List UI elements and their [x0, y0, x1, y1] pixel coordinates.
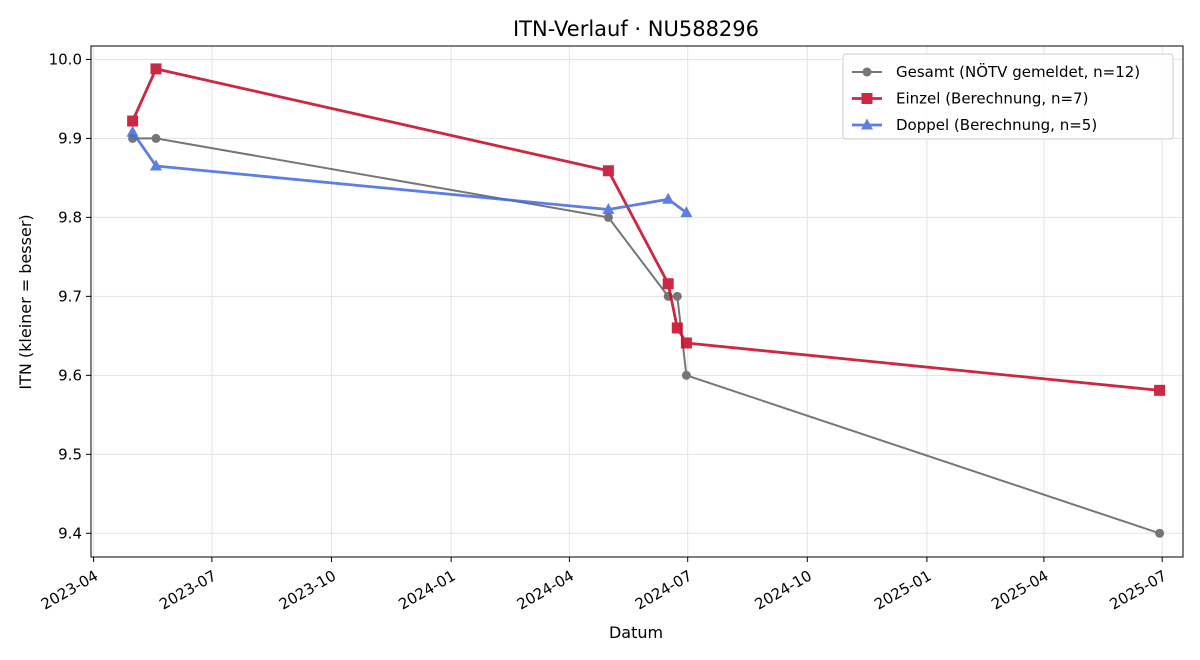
data-point-gesamt: [603, 212, 613, 222]
data-point-einzel: [150, 63, 162, 75]
data-point-einzel: [662, 278, 674, 290]
data-point-gesamt: [672, 291, 682, 301]
data-point-gesamt: [151, 133, 161, 143]
data-point-einzel: [127, 115, 139, 127]
data-point-einzel: [671, 322, 683, 334]
legend-entry-einzel: [852, 93, 882, 104]
data-point-einzel: [1154, 384, 1166, 396]
x-axis-title: Datum: [609, 623, 663, 642]
data-point-gesamt: [1155, 528, 1165, 538]
legend-entry-doppel: [852, 118, 882, 130]
y-tick-label: 9.6: [58, 366, 82, 384]
legend-marker-doppel: [861, 118, 873, 130]
y-tick-label: 9.4: [58, 524, 82, 542]
legend: Gesamt (NÖTV gemeldet, n=12) Einzel (Bere…: [842, 53, 1174, 140]
series-doppel: [126, 125, 693, 218]
data-point-gesamt: [681, 370, 691, 380]
y-tick-label: 9.5: [58, 445, 82, 463]
legend-label-doppel: Doppel (Berechnung, n=5): [896, 116, 1097, 134]
y-axis-title: ITN (kleiner = besser): [16, 214, 35, 389]
chart-title: ITN-Verlauf · NU588296: [513, 17, 759, 41]
legend-marker-einzel: [861, 93, 873, 104]
data-point-doppel: [126, 125, 139, 137]
data-point-doppel: [150, 159, 162, 171]
legend-entry-gesamt: [852, 67, 882, 77]
data-point-doppel: [602, 202, 615, 214]
y-tick-label: 9.9: [58, 129, 82, 147]
data-point-doppel: [662, 192, 675, 204]
series-einzel: [127, 63, 1166, 396]
legend-box: [842, 53, 1174, 140]
data-point-einzel: [680, 337, 692, 349]
legend-label-gesamt: Gesamt (NÖTV gemeldet, n=12): [896, 62, 1140, 81]
data-point-doppel: [680, 206, 693, 218]
plot-frame: [90, 45, 1184, 558]
legend-marker-gesamt: [862, 67, 872, 77]
y-tick-label: 10.0: [49, 50, 82, 68]
legend-label-einzel: Einzel (Berechnung, n=7): [896, 90, 1088, 108]
y-tick-label: 9.8: [58, 208, 82, 226]
y-tick-label: 9.7: [58, 287, 82, 305]
data-point-einzel: [602, 165, 614, 177]
series-layer: [126, 63, 1166, 538]
